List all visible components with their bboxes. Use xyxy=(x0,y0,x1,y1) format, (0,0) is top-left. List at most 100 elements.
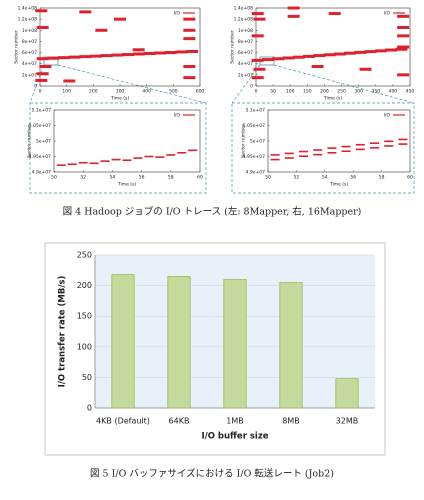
zoom-line xyxy=(231,64,261,104)
point xyxy=(397,45,410,49)
point xyxy=(89,162,99,165)
point xyxy=(299,155,308,157)
point xyxy=(253,67,266,71)
y-tick-label: 50 xyxy=(82,373,92,382)
y-tick-label: 5.05e+07 xyxy=(243,123,265,129)
point xyxy=(78,161,88,164)
y-tick-label: 1.4e+08 xyxy=(234,6,254,12)
point xyxy=(354,50,367,54)
caption: 図 4 Hadoop ジョブの I/O トレース (左: 8Mapper, 右,… xyxy=(63,206,362,218)
inset-frame xyxy=(231,102,415,194)
legend-label: I/O xyxy=(174,11,181,17)
y-axis-label: Sector number xyxy=(27,124,33,158)
point xyxy=(35,78,48,82)
point xyxy=(175,50,188,54)
legend-label: I/O xyxy=(174,113,181,119)
point xyxy=(79,55,92,59)
point xyxy=(359,67,372,71)
y-tick-label: 200 xyxy=(77,281,92,290)
point xyxy=(58,56,70,60)
point xyxy=(186,49,198,53)
point xyxy=(292,55,305,59)
point xyxy=(35,9,48,13)
point xyxy=(299,150,308,153)
point xyxy=(114,17,126,21)
point xyxy=(100,54,113,58)
point xyxy=(95,28,108,32)
plot-frame xyxy=(255,7,411,87)
y-tick-label: 2e+07 xyxy=(238,72,253,78)
point xyxy=(122,53,134,57)
x-tick-label: 300 xyxy=(354,89,363,95)
zoom-line xyxy=(273,64,415,104)
point xyxy=(270,158,280,161)
point xyxy=(177,151,187,154)
y-axis-label: I/O transfer rate (MB/s) xyxy=(58,276,68,388)
point xyxy=(132,52,145,56)
y-tick-label: 5e+07 xyxy=(36,139,51,145)
point xyxy=(333,52,346,56)
point xyxy=(111,53,124,57)
x-tick-label: 8MB xyxy=(282,417,299,426)
plot-frame xyxy=(267,109,411,173)
bar xyxy=(279,282,303,409)
point xyxy=(79,10,92,14)
y-tick-label: 6e+07 xyxy=(22,50,37,56)
inset-frame xyxy=(29,102,207,194)
point xyxy=(144,155,154,158)
point xyxy=(272,57,285,61)
bar xyxy=(111,274,135,409)
x-tick-label: 50 xyxy=(265,175,271,181)
point xyxy=(364,50,377,54)
point xyxy=(355,148,365,151)
point xyxy=(397,34,410,38)
x-tick-label: 0 xyxy=(39,89,42,95)
point xyxy=(323,53,336,57)
y-tick-label: 0 xyxy=(250,84,253,90)
x-tick-label: 4KB (Default) xyxy=(96,417,150,426)
point xyxy=(385,48,398,52)
plot-frame xyxy=(53,109,201,173)
point xyxy=(188,149,198,152)
point xyxy=(341,150,351,153)
x-tick-label: 500 xyxy=(169,89,178,95)
y-tick-label: 5.1e+07 xyxy=(246,108,266,114)
legend-label: I/O xyxy=(384,113,391,119)
point xyxy=(56,164,66,166)
x-tick-label: 60 xyxy=(407,175,413,181)
point xyxy=(132,48,145,52)
point xyxy=(111,158,121,161)
point xyxy=(133,157,143,159)
point xyxy=(344,51,357,55)
y-tick-label: 4e+07 xyxy=(238,61,253,67)
point xyxy=(327,151,337,154)
y-tick-label: 1.2e+08 xyxy=(18,17,38,23)
y-tick-label: 1.4e+08 xyxy=(18,6,38,12)
point xyxy=(251,76,264,80)
point xyxy=(122,159,132,162)
point xyxy=(67,163,77,166)
point xyxy=(397,14,410,18)
bar xyxy=(167,276,191,409)
y-tick-label: 5.05e+07 xyxy=(29,123,51,129)
x-tick-label: 250 xyxy=(337,89,346,95)
x-tick-label: 350 xyxy=(371,89,380,95)
x-tick-label: 56 xyxy=(139,175,145,181)
point xyxy=(166,154,176,156)
x-axis-label: Time (s) xyxy=(323,96,343,102)
x-tick-label: 100 xyxy=(286,89,295,95)
y-axis-label: Sector number xyxy=(14,30,20,64)
point xyxy=(143,52,156,56)
point xyxy=(63,79,76,83)
legend-label: I/O xyxy=(384,11,391,17)
x-tick-label: 54 xyxy=(322,175,328,181)
x-tick-label: 32MB xyxy=(336,417,359,426)
x-tick-label: 50 xyxy=(51,175,57,181)
y-tick-label: 4.95e+07 xyxy=(29,154,51,160)
bar xyxy=(223,279,247,409)
x-tick-label: 50 xyxy=(270,89,276,95)
caption: 図 5 I/O バッファサイズにおける I/O 転送レート (Job2) xyxy=(90,468,334,480)
y-tick-label: 0 xyxy=(34,84,37,90)
point xyxy=(154,51,166,55)
point xyxy=(90,54,102,58)
